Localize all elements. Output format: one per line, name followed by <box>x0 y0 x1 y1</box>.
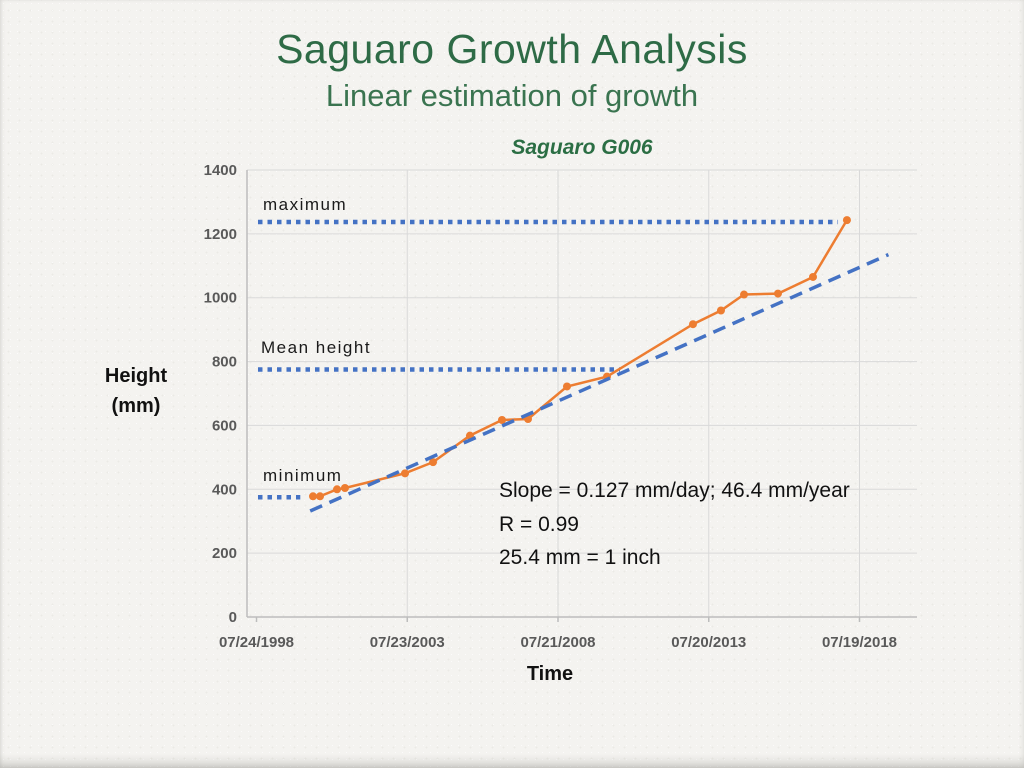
y-axis-title-line2: (mm) <box>111 395 161 417</box>
annotation-r-value: R = 0.99 <box>499 512 579 536</box>
x-tick-label-2: 07/21/2008 <box>520 634 595 651</box>
slide-subtitle: Linear estimation of growth <box>325 78 699 113</box>
y-tick-label-1200: 1200 <box>204 226 237 243</box>
data-point <box>340 484 349 493</box>
chart-annotation-block: Slope = 0.127 mm/day; 46.4 mm/year R = 0… <box>499 474 850 575</box>
data-point <box>497 416 506 425</box>
data-point <box>563 382 572 391</box>
data-point <box>309 492 318 501</box>
y-tick-label-0: 0 <box>229 609 237 626</box>
x-tick-label-1: 07/23/2003 <box>370 634 445 651</box>
reference-label-maximum: maximum <box>263 195 348 214</box>
x-tick-label-0: 07/24/1998 <box>219 634 294 651</box>
y-tick-label-400: 400 <box>212 481 237 498</box>
y-axis-title-line1: Height <box>104 365 168 387</box>
y-tick-label-600: 600 <box>212 417 237 434</box>
data-point <box>401 469 410 478</box>
x-axis-title: Time <box>526 663 574 685</box>
y-tick-label-1400: 1400 <box>204 162 237 179</box>
data-point <box>716 306 725 315</box>
x-tick-label-3: 07/20/2013 <box>671 634 746 651</box>
y-axis-title: Height (mm) <box>86 361 186 421</box>
y-tick-label-200: 200 <box>212 545 237 562</box>
data-point <box>773 289 782 298</box>
series-line-linear-trend <box>309 253 890 513</box>
data-point <box>808 272 817 281</box>
reference-label-mean-height: Mean height <box>261 338 372 357</box>
data-point <box>842 216 851 225</box>
reference-label-minimum: minimum <box>263 466 343 485</box>
data-point <box>688 320 697 329</box>
chart-title: Saguaro G006 <box>511 136 653 159</box>
annotation-slope: Slope = 0.127 mm/day; 46.4 mm/year <box>499 479 850 502</box>
data-point <box>740 290 749 299</box>
annotation-mm-inch-conversion: 25.4 mm = 1 inch <box>499 546 661 569</box>
series-line-saguaro-g006-height-measurements <box>313 219 848 498</box>
data-point <box>429 458 438 467</box>
data-point <box>316 492 325 501</box>
x-tick-label-4: 07/19/2018 <box>822 634 897 651</box>
y-tick-label-1000: 1000 <box>204 290 237 307</box>
y-tick-label-800: 800 <box>212 354 237 371</box>
slide-title: Saguaro Growth Analysis <box>276 26 748 72</box>
data-point <box>333 485 342 494</box>
